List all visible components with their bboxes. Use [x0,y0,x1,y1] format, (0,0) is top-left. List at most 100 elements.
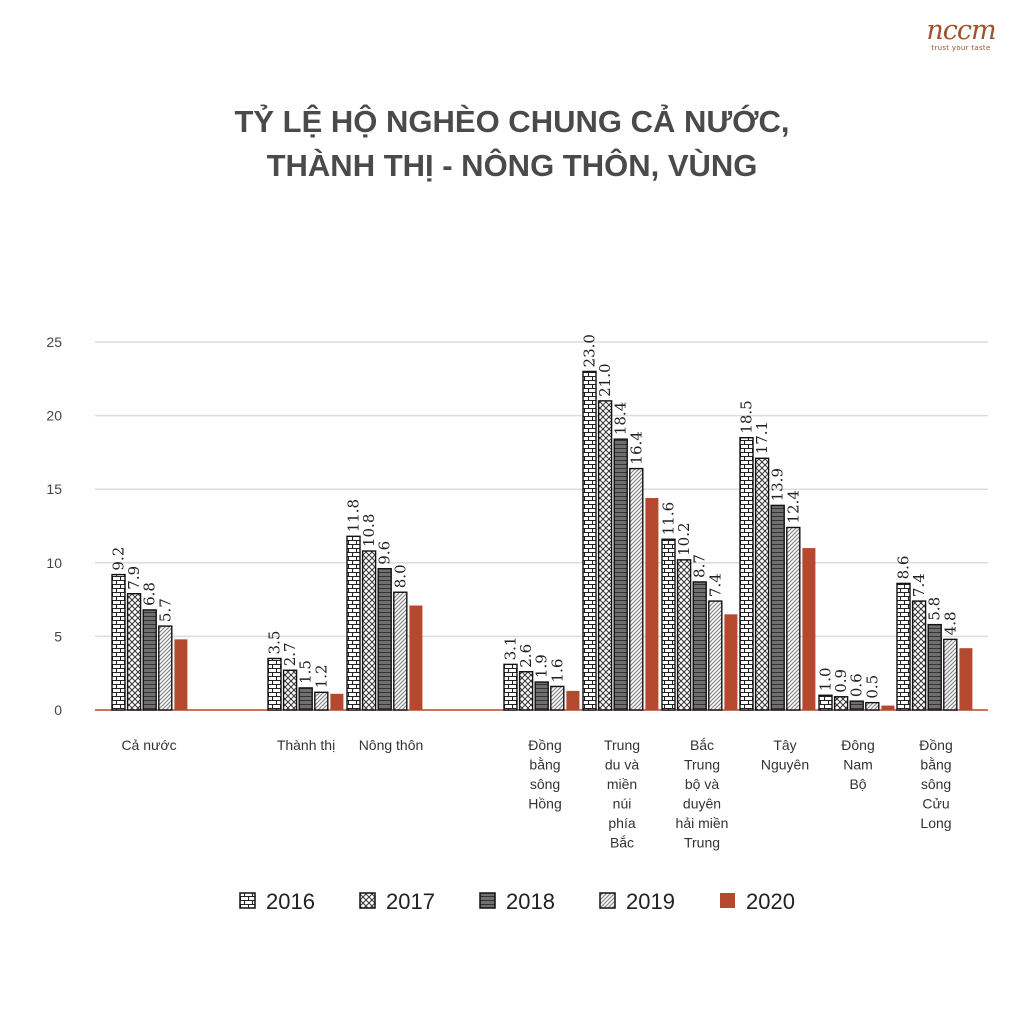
category-label-line: Đồng [528,737,561,753]
legend-swatch-2020 [720,893,735,908]
logo-tagline: trust your taste [931,44,991,52]
bar-2017 [282,669,298,711]
bar-2019 [786,526,801,711]
bar-2017 [676,559,692,711]
bar-2020 [959,648,973,710]
category-label-line: sông [530,776,560,792]
category-label-line: Đông [841,737,874,753]
category-label-line: Thành thị [277,737,335,753]
category-label: Tây Nguyên [761,737,809,773]
data-label: 11.6 [660,502,678,535]
bar-2018 [770,504,785,711]
y-tick-label: 10 [46,555,62,571]
bar-2019 [393,591,408,711]
legend-swatch-2016 [239,892,256,909]
bar-2018 [849,700,864,711]
data-label: 17.1 [753,421,771,454]
category-label-line: duyên [683,796,721,812]
bar-2017 [361,550,377,711]
legend-label-2019: 2019 [626,889,675,914]
bar-2016 [661,538,676,711]
data-label: 10.2 [675,522,693,555]
bar-2017 [597,400,613,711]
data-label: 2.6 [517,644,535,668]
bar-2019 [708,600,723,711]
data-label: 2.7 [281,642,299,666]
bar-2020 [724,614,738,710]
bar-2019 [629,467,644,711]
data-label: 18.5 [738,400,756,433]
category-label-line: Nam [843,757,873,773]
data-label: 0.5 [863,675,881,699]
category-label-line: Trung [684,757,720,773]
bar-2017 [911,600,927,711]
bar-2016 [739,436,754,711]
y-tick-label: 15 [46,481,62,497]
data-label: 1.2 [312,664,330,688]
bar-2017 [833,696,849,711]
category-label-line: sông [921,776,951,792]
data-label: 0.6 [848,673,866,697]
category-label-line: Bộ [849,776,866,792]
data-label: 7.9 [125,566,143,590]
category-label: Nông thôn [359,737,424,753]
bar-2020 [881,705,895,710]
data-label: 6.8 [141,582,159,606]
chart-title-line-1: TỶ LỆ HỘ NGHÈO CHUNG CẢ NƯỚC, [234,104,790,139]
category-label-line: Hồng [528,796,561,812]
category-label-line: Cửu [922,796,949,812]
category-label: Thành thị [277,737,335,753]
bar-2016 [503,663,518,711]
bar-2018 [142,609,157,711]
y-tick-label: 5 [54,628,62,644]
data-label: 1.9 [533,654,551,678]
bar-2016 [818,694,833,711]
bar-2017 [754,457,770,711]
legend-label-2020: 2020 [746,889,795,914]
legend-swatch-2018 [479,892,496,909]
chart-title-line-2: THÀNH THỊ - NÔNG THÔN, VÙNG [266,148,758,183]
data-label: 5.8 [926,597,944,621]
bar-2018 [534,681,549,711]
data-label: 1.6 [548,659,566,683]
category-label-line: núi [613,796,632,812]
category-label-line: Bắc [690,737,714,753]
category-label: Đông Nam Bộ [841,737,874,792]
data-label: 23.0 [581,334,599,367]
bar-2016 [111,573,126,711]
category-label: Cả nước [121,737,176,753]
data-label: 12.4 [784,490,802,523]
data-label: 7.4 [910,573,928,597]
legend-label-2017: 2017 [386,889,435,914]
bar-2019 [314,691,329,711]
category-label-line: Cả nước [121,737,176,753]
data-label: 16.4 [627,431,645,464]
category-label-line: Trung [604,737,640,753]
data-label: 8.6 [895,556,913,580]
logo-wordmark: nccm [926,15,996,46]
category-label: Đồng bằng sông Cửu Long [919,737,952,831]
bar-2019 [943,638,958,711]
bar-2018 [298,687,313,711]
bar-2019 [865,701,880,711]
bar-2018 [613,438,628,711]
category-label-line: Long [920,815,951,831]
data-label: 21.0 [596,363,614,396]
category-label-line: phía [608,815,635,831]
data-label: 9.6 [376,541,394,565]
data-label: 7.4 [706,573,724,597]
data-label: 4.8 [941,611,959,635]
bar-2020 [645,498,659,710]
bar-2020 [802,548,816,710]
category-label-line: bộ và [685,776,719,792]
bar-2017 [126,593,142,711]
y-tick-label: 25 [46,334,62,350]
category-label-line: Trung [684,835,720,851]
category-label-line: Nông thôn [359,737,424,753]
data-label: 13.9 [769,468,787,501]
category-label-line: bằng [529,757,560,773]
data-label: 1.0 [817,667,835,691]
data-label: 8.0 [391,564,409,588]
data-label: 8.7 [691,554,709,578]
